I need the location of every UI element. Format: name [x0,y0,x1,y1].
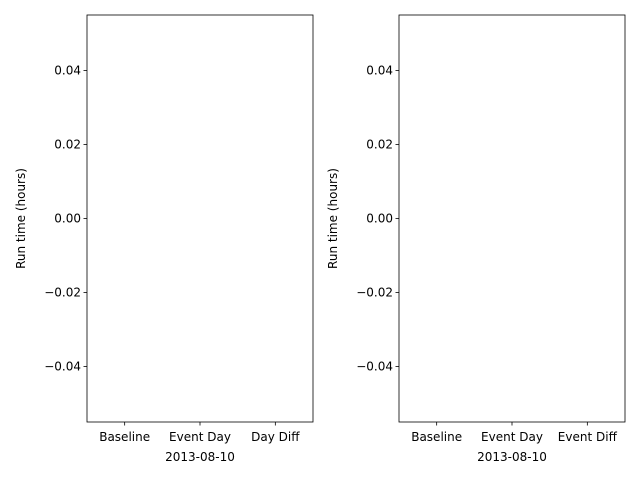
y-tick-label: −0.02 [44,286,81,300]
x-tick-label: Event Day [169,430,231,444]
y-tick-label: −0.04 [44,360,81,374]
x-tick-label: Baseline [411,430,462,444]
x-tick-label: Event Day [481,430,543,444]
y-tick-label: 0.04 [54,64,81,78]
plot-frame [398,14,626,423]
y-tick-label: 0.02 [366,138,393,152]
x-axis-label: 2013-08-10 [165,450,235,464]
y-axis-label: Run time (hours) [326,168,340,269]
y-axis-label: Run time (hours) [14,168,28,269]
y-tick-label: 0.00 [54,212,81,226]
plot-frame [86,14,314,423]
y-tick-label: 0.02 [54,138,81,152]
x-tick-label: Baseline [99,430,150,444]
y-tick-label: 0.04 [366,64,393,78]
x-axis-label: 2013-08-10 [477,450,547,464]
y-tick-label: −0.02 [356,286,393,300]
x-tick-label: Event Diff [558,430,618,444]
chart-panel-2: −0.04 −0.02 0.00 0.02 0.04 Baseline Event Day E… [326,14,626,464]
y-tick-label: −0.04 [356,360,393,374]
chart-panel-1: −0.04 −0.02 0.00 0.02 0.04 Baseline Event Day D… [14,14,314,464]
y-tick-label: 0.00 [366,212,393,226]
x-tick-label: Day Diff [251,430,300,444]
